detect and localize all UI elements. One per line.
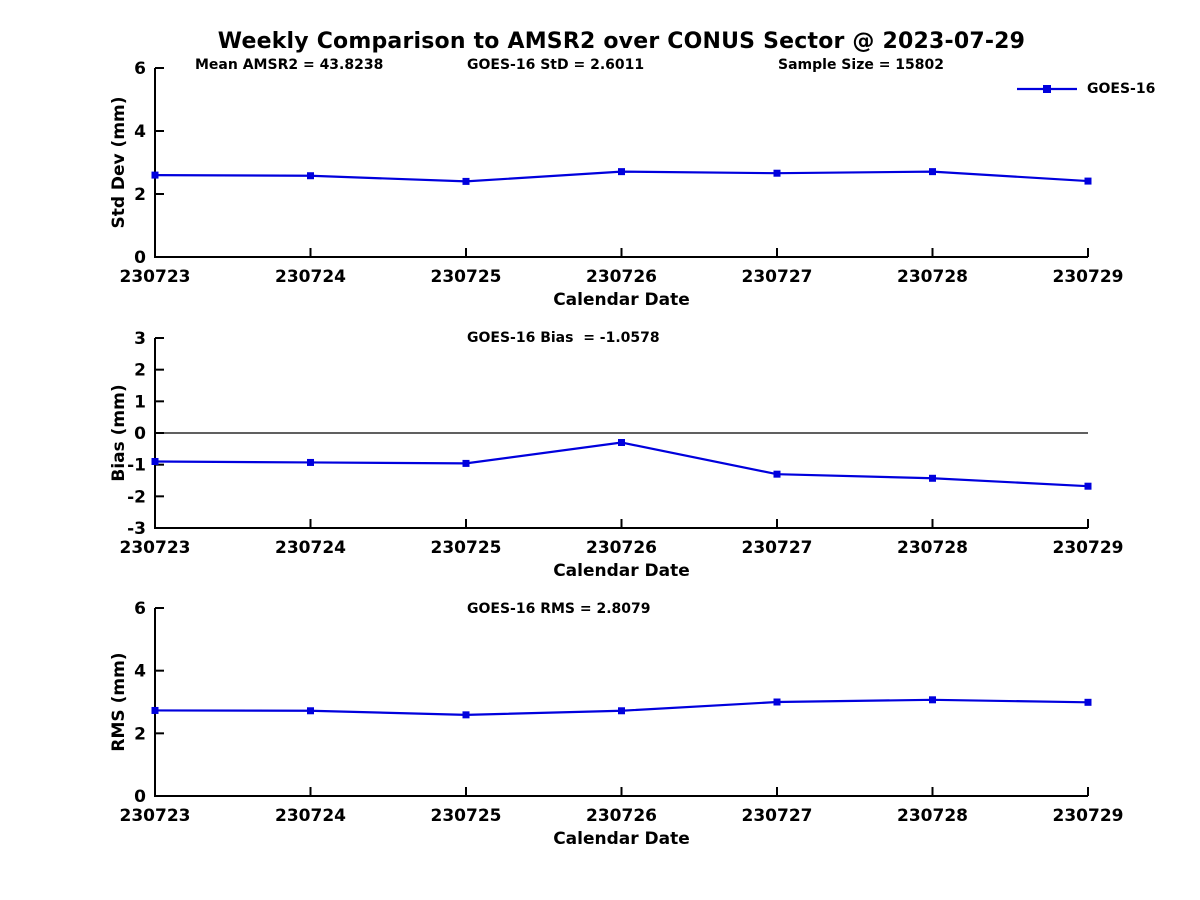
y-tick-label: -2	[127, 487, 146, 507]
y-tick-label: 4	[134, 662, 146, 682]
data-point-marker	[151, 458, 159, 465]
y-tick-label: 6	[134, 59, 146, 79]
data-point-marker	[1084, 482, 1092, 490]
x-tick-label: 230725	[431, 806, 502, 826]
y-tick-label: 2	[134, 724, 146, 744]
legend-label: GOES-16	[1087, 81, 1156, 97]
annotation-goes16-bias: GOES-16 Bias = -1.0578	[467, 330, 660, 346]
x-tick-label: 230723	[120, 267, 191, 287]
data-point-marker	[929, 696, 936, 704]
x-tick-label: 230724	[275, 806, 346, 826]
x-tick-label: 230723	[120, 538, 191, 558]
y-tick-label: 0	[134, 248, 146, 268]
x-tick-label: 230726	[586, 806, 657, 826]
x-tick-label: 230724	[275, 267, 346, 287]
y-tick-label: 0	[134, 424, 146, 444]
data-point-marker	[151, 706, 159, 714]
x-tick-label: 230725	[431, 538, 502, 558]
x-tick-label: 230727	[742, 806, 813, 826]
x-tick-label: 230729	[1053, 538, 1124, 558]
y-tick-label: 4	[134, 122, 146, 142]
legend: GOES-16	[1016, 81, 1155, 97]
y-tick-label: 1	[134, 392, 146, 412]
y-tick-label: -3	[127, 519, 146, 539]
x-tick-label: 230724	[275, 538, 346, 558]
x-tick-label: 230729	[1053, 267, 1124, 287]
x-tick-label: 230728	[897, 538, 968, 558]
data-point-marker	[929, 474, 936, 482]
y-tick-label: 3	[134, 329, 146, 349]
x-tick-label: 230727	[742, 267, 813, 287]
x-tick-label: 230727	[742, 538, 813, 558]
data-point-marker	[773, 470, 781, 478]
y-tick-label: -1	[127, 456, 146, 476]
chart-title: Weekly Comparison to AMSR2 over CONUS Se…	[217, 29, 1026, 54]
annotation-goes16-std: GOES-16 StD = 2.6011	[467, 57, 645, 73]
x-tick-label: 230726	[586, 267, 657, 287]
annotation-mean-amsr2: Mean AMSR2 = 43.8238	[195, 57, 384, 73]
x-tick-label: 230723	[120, 806, 191, 826]
x-tick-label: 230726	[586, 538, 657, 558]
data-point-marker	[618, 168, 625, 176]
goes-16-line	[154, 441, 1089, 488]
data-point-marker	[462, 177, 470, 185]
x-axis-label: Calendar Date	[553, 829, 690, 849]
data-point-marker	[1084, 698, 1092, 706]
data-point-marker	[307, 458, 314, 466]
annotation-goes16-rms: GOES-16 RMS = 2.8079	[467, 601, 651, 617]
x-axis-label: Calendar Date	[553, 561, 690, 581]
legend-line-icon	[1017, 85, 1077, 93]
data-point-marker	[1084, 177, 1092, 185]
y-tick-label: 0	[134, 787, 146, 807]
y-tick-label: 2	[134, 185, 146, 205]
x-tick-label: 230729	[1053, 806, 1124, 826]
x-tick-label: 230728	[897, 267, 968, 287]
annotation-sample-size: Sample Size = 15802	[778, 57, 945, 73]
data-point-marker	[462, 711, 470, 719]
data-point-marker	[929, 168, 936, 176]
data-point-marker	[618, 439, 625, 446]
data-point-marker	[462, 459, 470, 467]
data-point-marker	[307, 707, 314, 715]
y-axis-label: Bias (mm)	[109, 384, 129, 481]
data-point-marker	[618, 707, 625, 715]
data-point-marker	[773, 169, 781, 177]
x-axis-label: Calendar Date	[553, 290, 690, 310]
data-point-marker	[773, 698, 781, 706]
y-axis-label: Std Dev (mm)	[109, 96, 129, 228]
y-axis-label: RMS (mm)	[109, 652, 129, 751]
x-tick-label: 230725	[431, 267, 502, 287]
data-point-marker	[151, 171, 159, 179]
x-tick-label: 230728	[897, 806, 968, 826]
y-tick-label: 6	[134, 599, 146, 619]
data-point-marker	[307, 172, 314, 180]
y-tick-label: 2	[134, 361, 146, 381]
